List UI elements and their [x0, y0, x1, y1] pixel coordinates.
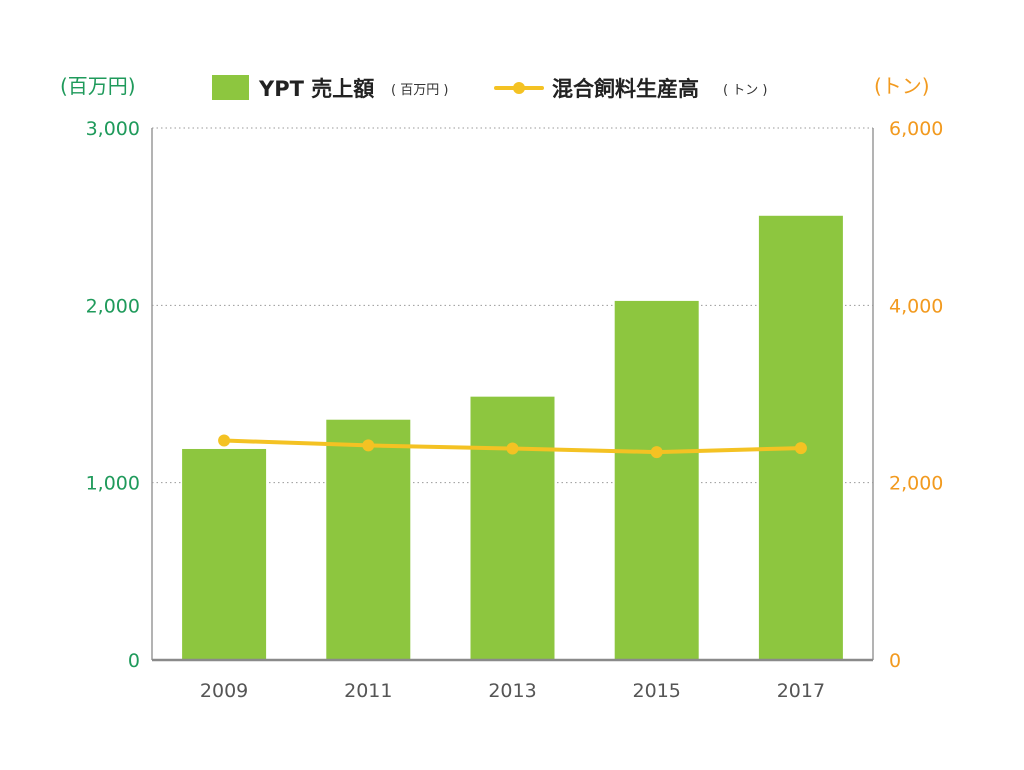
line-series	[218, 434, 807, 459]
right-axis-ticks: 0 2,000 4,000 6,000	[889, 118, 943, 672]
x-tick-label: 2009	[200, 680, 248, 702]
point-2015	[650, 446, 663, 459]
bar-2015	[614, 300, 699, 660]
legend-unit-feed: ( トン )	[723, 83, 767, 98]
right-tick-label: 6,000	[889, 118, 943, 140]
left-axis-unit: (百万円)	[60, 74, 136, 98]
legend: YPT 売上額 ( 百万円 ) 混合飼料生産高 ( トン )	[212, 75, 767, 101]
point-2013	[506, 442, 519, 455]
left-tick-label: 2,000	[86, 295, 140, 317]
left-axis-ticks: 0 1,000 2,000 3,000	[86, 118, 140, 672]
left-tick-label: 3,000	[86, 118, 140, 140]
legend-marker-feed	[513, 82, 525, 94]
left-tick-label: 1,000	[86, 473, 140, 495]
x-tick-label: 2011	[344, 680, 392, 702]
legend-label-sales: YPT 売上額	[258, 77, 374, 101]
right-tick-label: 2,000	[889, 473, 943, 495]
right-tick-label: 4,000	[889, 295, 943, 317]
bar-2013	[470, 396, 555, 660]
axes	[151, 128, 874, 662]
x-tick-label: 2015	[633, 680, 681, 702]
point-2009	[218, 434, 231, 447]
bar-2009	[182, 448, 267, 660]
right-axis-unit: (トン)	[874, 74, 930, 98]
bar-series	[182, 215, 843, 660]
x-tick-label: 2013	[488, 680, 536, 702]
x-axis-ticks: 2009 2011 2013 2015 2017	[200, 680, 825, 702]
bar-2011	[326, 419, 411, 660]
point-2017	[794, 442, 807, 455]
point-2011	[362, 439, 375, 452]
left-tick-label: 0	[128, 650, 140, 672]
legend-unit-sales: ( 百万円 )	[391, 83, 448, 98]
x-tick-label: 2017	[777, 680, 825, 702]
right-tick-label: 0	[889, 650, 901, 672]
bar-2017	[758, 215, 843, 660]
legend-swatch-sales	[212, 75, 249, 100]
legend-label-feed: 混合飼料生産高	[552, 77, 699, 101]
